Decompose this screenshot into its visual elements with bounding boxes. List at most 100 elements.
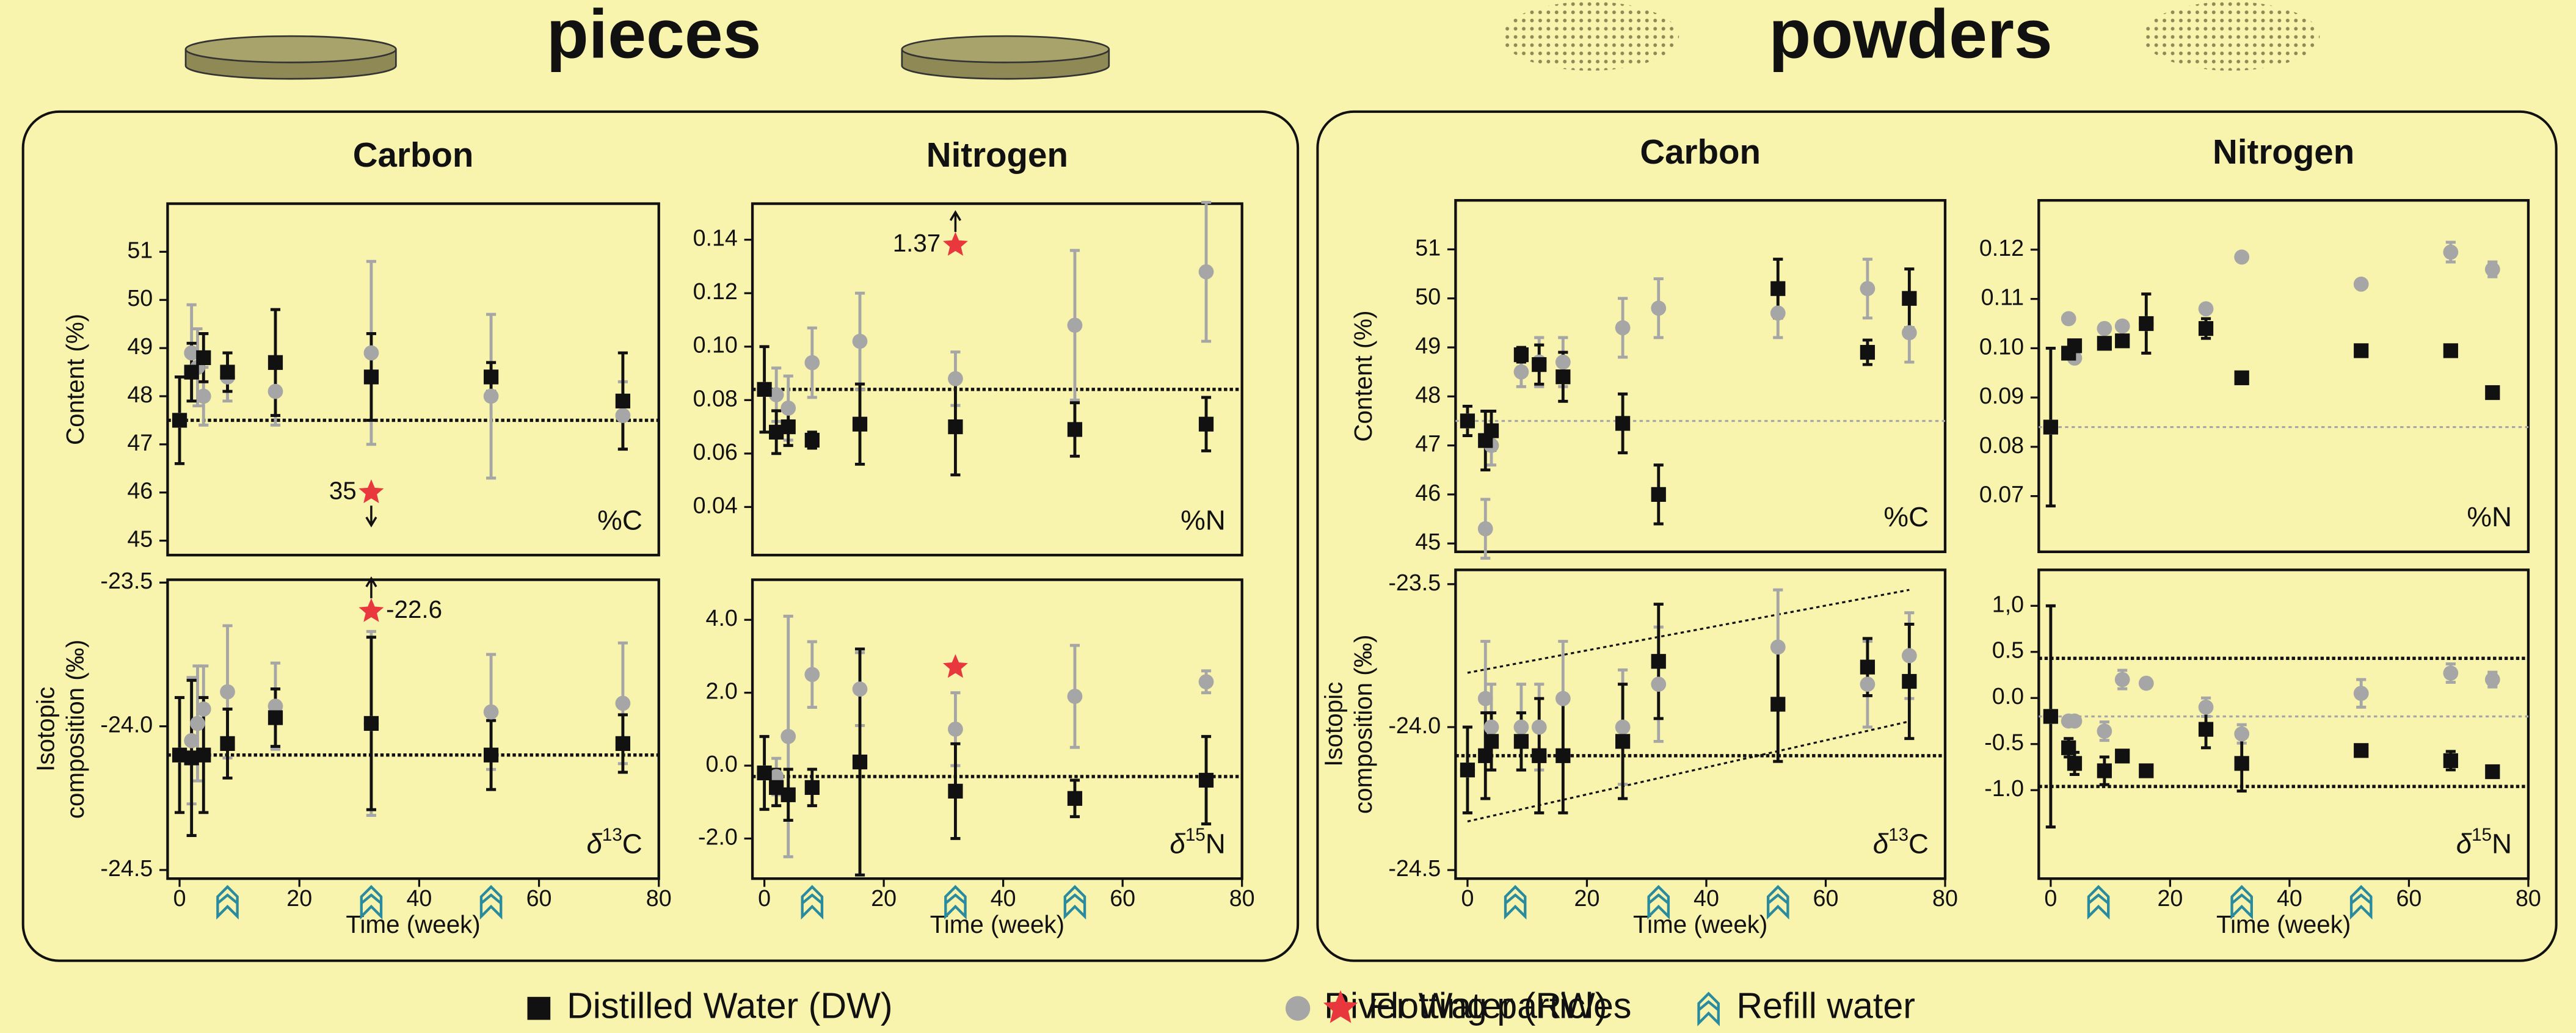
data-point [1555, 748, 1571, 763]
y-tick-label: 1,0 [1992, 591, 2024, 617]
data-point [2484, 261, 2500, 277]
plot-area [166, 578, 660, 880]
data-point [1860, 344, 1876, 360]
x-tick-label: 20 [286, 885, 312, 911]
data-point [615, 695, 631, 711]
panel-label-part: C [622, 828, 642, 859]
x-tick-label: 20 [2157, 885, 2183, 911]
data-point [1651, 676, 1667, 692]
y-tick-label: 48 [127, 382, 153, 407]
refill-marker [944, 885, 967, 920]
legend-marker [1697, 991, 1720, 1027]
y-axis-label: composition (‰) [1349, 634, 1377, 814]
panel-label-part: N [1206, 828, 1226, 859]
y-tick-label: 2.0 [706, 678, 738, 704]
panel-label-part: C [1908, 828, 1929, 859]
data-point [780, 728, 796, 744]
data-point [804, 355, 820, 371]
panel-label-part: 15 [1185, 825, 1206, 845]
y-tick-label: 0.09 [1979, 383, 2024, 408]
legend-label: River Water (RW) [1324, 985, 1607, 1026]
data-point [483, 747, 499, 763]
y-tick-label: -23.5 [1388, 570, 1441, 595]
y-tick-label: 0.14 [693, 225, 738, 251]
data-point [615, 393, 630, 408]
y-tick-label: 0.12 [693, 278, 738, 304]
data-point [2043, 419, 2058, 435]
y-tick-label: 0.04 [693, 492, 738, 518]
refill-marker [1063, 885, 1086, 920]
data-point [2097, 763, 2112, 778]
annotation: 1.37 [893, 229, 941, 257]
petri-dish [184, 35, 397, 80]
y-tick-label: 49 [127, 333, 153, 359]
data-point [2139, 763, 2154, 778]
y-tick-label: 0.10 [693, 332, 738, 358]
data-point [2067, 713, 2083, 729]
data-point [2061, 311, 2076, 327]
panel-label: δ15N [2456, 825, 2512, 859]
panel-label: %C [1883, 501, 1929, 532]
data-point [220, 736, 235, 751]
x-tick-label: 60 [2396, 885, 2421, 911]
data-point [1483, 719, 1499, 735]
data-point [363, 369, 379, 385]
plot-area [751, 578, 1243, 880]
data-point [2443, 343, 2458, 358]
trend-line [1467, 720, 1910, 823]
data-point [1902, 291, 1917, 306]
y-tick-label: -2.0 [698, 824, 738, 849]
data-point [948, 783, 963, 799]
data-point [2139, 316, 2154, 332]
panel-label: δ15N [1170, 825, 1225, 859]
data-point [1860, 281, 1876, 297]
y-tick-label: 51 [127, 237, 153, 263]
data-point [2353, 686, 2369, 701]
data-point [2067, 756, 2083, 771]
panel-title: Nitrogen [926, 136, 1068, 174]
data-point [1531, 719, 1547, 735]
data-point [2353, 277, 2369, 292]
data-point [757, 765, 772, 781]
data-point [2234, 249, 2250, 265]
plot-area [751, 202, 1243, 557]
data-point [2114, 672, 2130, 687]
x-tick-label: 80 [2516, 885, 2541, 911]
data-point [363, 716, 379, 731]
x-tick-label: 40 [2277, 885, 2302, 911]
panel-label-part: N [2492, 828, 2512, 859]
arrow [365, 506, 377, 527]
plot-area [2037, 568, 2530, 880]
y-axis-label: Isotopic [1320, 682, 1348, 767]
y-tick-label: 0.0 [1992, 683, 2024, 709]
refill-marker [2349, 885, 2373, 920]
data-point [2097, 336, 2112, 351]
refill-marker [216, 885, 239, 920]
data-point [483, 369, 499, 385]
data-point [768, 387, 784, 402]
data-point [1067, 317, 1083, 333]
data-point [2097, 723, 2112, 739]
plot-area [1454, 568, 1947, 880]
y-tick-label: 4.0 [706, 605, 738, 631]
x-tick-label: 0 [2044, 885, 2057, 911]
data-point [804, 780, 820, 795]
data-point [1770, 697, 1786, 712]
y-tick-label: 0.08 [1979, 432, 2024, 458]
y-axis-label: Isotopic [32, 687, 60, 772]
x-axis-label: Time (week) [1633, 910, 1767, 938]
data-point [220, 364, 235, 380]
y-axis-label: composition (‰) [61, 640, 89, 819]
data-point [2138, 675, 2154, 691]
panel-title: Carbon [1640, 132, 1761, 171]
x-tick-label: 40 [991, 885, 1016, 911]
data-point [1198, 416, 1214, 432]
x-axis-label: Time (week) [930, 910, 1064, 938]
panel-label-part: %C [1883, 501, 1929, 532]
data-point [190, 716, 205, 731]
y-tick-label: 48 [1415, 382, 1441, 407]
data-point [1615, 719, 1631, 735]
data-point [1513, 347, 1529, 363]
data-point [267, 710, 283, 725]
data-point [1067, 422, 1083, 437]
